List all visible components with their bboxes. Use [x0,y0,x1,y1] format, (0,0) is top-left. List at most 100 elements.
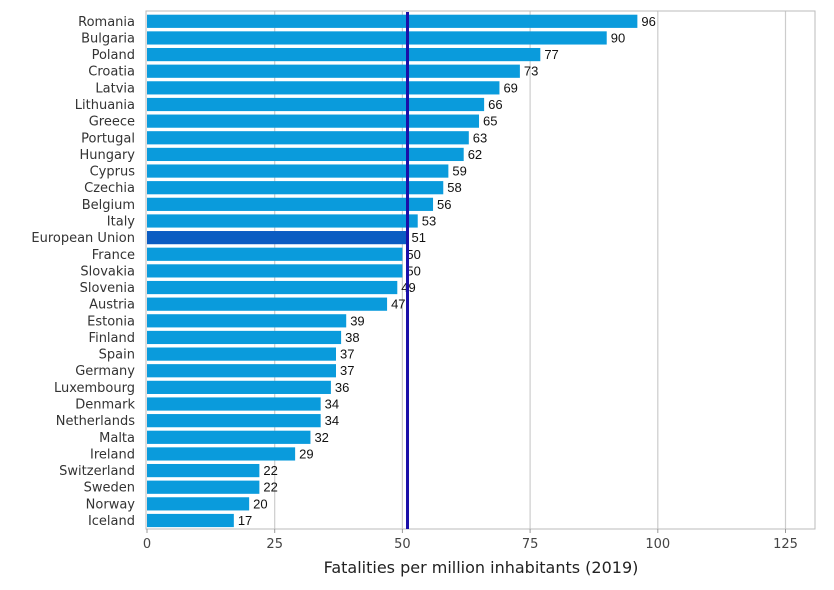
x-tick-label: 75 [522,537,539,552]
value-label: 63 [473,130,487,145]
value-label: 96 [641,14,655,29]
value-labels: 9690777369666563625958565351505049473938… [238,14,656,528]
value-label: 65 [483,114,497,129]
value-label: 90 [611,30,625,45]
value-label: 36 [335,380,349,395]
bar [147,314,347,328]
value-label: 17 [238,513,252,528]
bar [147,164,449,178]
category-label: Germany [75,364,135,379]
category-label: Finland [89,331,135,346]
value-label: 32 [314,430,328,445]
category-label: Iceland [88,514,135,529]
category-label: Luxembourg [54,381,135,396]
value-label: 39 [350,313,364,328]
x-tick-label: 0 [143,537,151,552]
category-label: Croatia [88,65,135,80]
value-label: 50 [406,263,420,278]
bar [147,414,321,428]
bar [147,64,520,78]
category-label: Malta [99,431,135,446]
category-label: France [92,248,135,263]
bar [147,397,321,411]
bar [147,430,311,444]
category-label: Romania [78,15,135,30]
value-label: 38 [345,330,359,345]
category-label: Poland [92,48,135,63]
category-label: Greece [89,115,135,130]
value-label: 50 [406,247,420,262]
x-tick-label: 100 [645,537,670,552]
category-label: Portugal [81,131,135,146]
bar [147,497,250,511]
bar [147,447,296,461]
bar [147,181,444,195]
category-label: Spain [99,348,135,363]
category-label: Belgium [82,198,135,213]
bar [147,47,541,62]
x-axis-ticks: 0 25 50 75 100 125 [143,529,798,552]
bar [147,513,234,528]
value-label: 62 [468,147,482,162]
value-label: 20 [253,496,267,511]
category-label: Latvia [95,81,135,96]
category-label: Denmark [75,398,135,413]
category-label: Slovenia [80,281,135,296]
value-label: 66 [488,97,502,112]
x-axis-label: Fatalities per million inhabitants (2019… [324,558,639,577]
x-tick-label: 50 [394,537,411,552]
bar [147,463,260,478]
value-label: 53 [422,213,436,228]
bar [147,81,500,95]
x-tick-label: 25 [266,537,283,552]
category-label: Bulgaria [81,31,135,46]
value-label: 29 [299,446,313,461]
value-label: 37 [340,363,354,378]
bar [147,264,403,278]
category-label: Switzerland [59,464,135,479]
bar [147,247,403,261]
value-label: 56 [437,197,451,212]
bar [147,280,398,295]
bars [147,14,638,528]
value-label: 73 [524,64,538,79]
category-label: Ireland [90,447,135,462]
bar [147,231,408,245]
category-label: Lithuania [75,98,135,113]
bar [147,197,434,211]
value-label: 37 [340,347,354,362]
category-label: Netherlands [56,414,135,429]
category-label: Italy [107,214,136,229]
plot-frame [145,10,816,530]
category-label: Slovakia [80,264,135,279]
bar [147,214,418,228]
category-label: European Union [31,231,135,246]
value-label: 58 [447,180,461,195]
category-label: Austria [89,298,135,313]
bar [147,347,336,361]
value-label: 51 [412,230,426,245]
value-label: 22 [263,463,277,478]
value-label: 34 [325,397,339,412]
category-label: Norway [86,497,136,512]
bar [147,31,607,45]
category-label: Cyprus [90,165,136,180]
value-label: 59 [452,164,466,179]
value-label: 77 [544,47,558,62]
x-tick-label: 125 [773,537,798,552]
value-label: 69 [503,80,517,95]
category-label: Czechia [84,181,135,196]
bar [147,14,638,28]
bar [147,297,388,311]
bar [147,131,469,145]
bar [147,380,331,394]
bar [147,480,260,494]
bar [147,364,336,378]
value-label: 47 [391,297,405,312]
value-label: 22 [263,480,277,495]
bar [147,97,485,112]
category-label: Sweden [84,481,135,496]
bar [147,114,480,128]
